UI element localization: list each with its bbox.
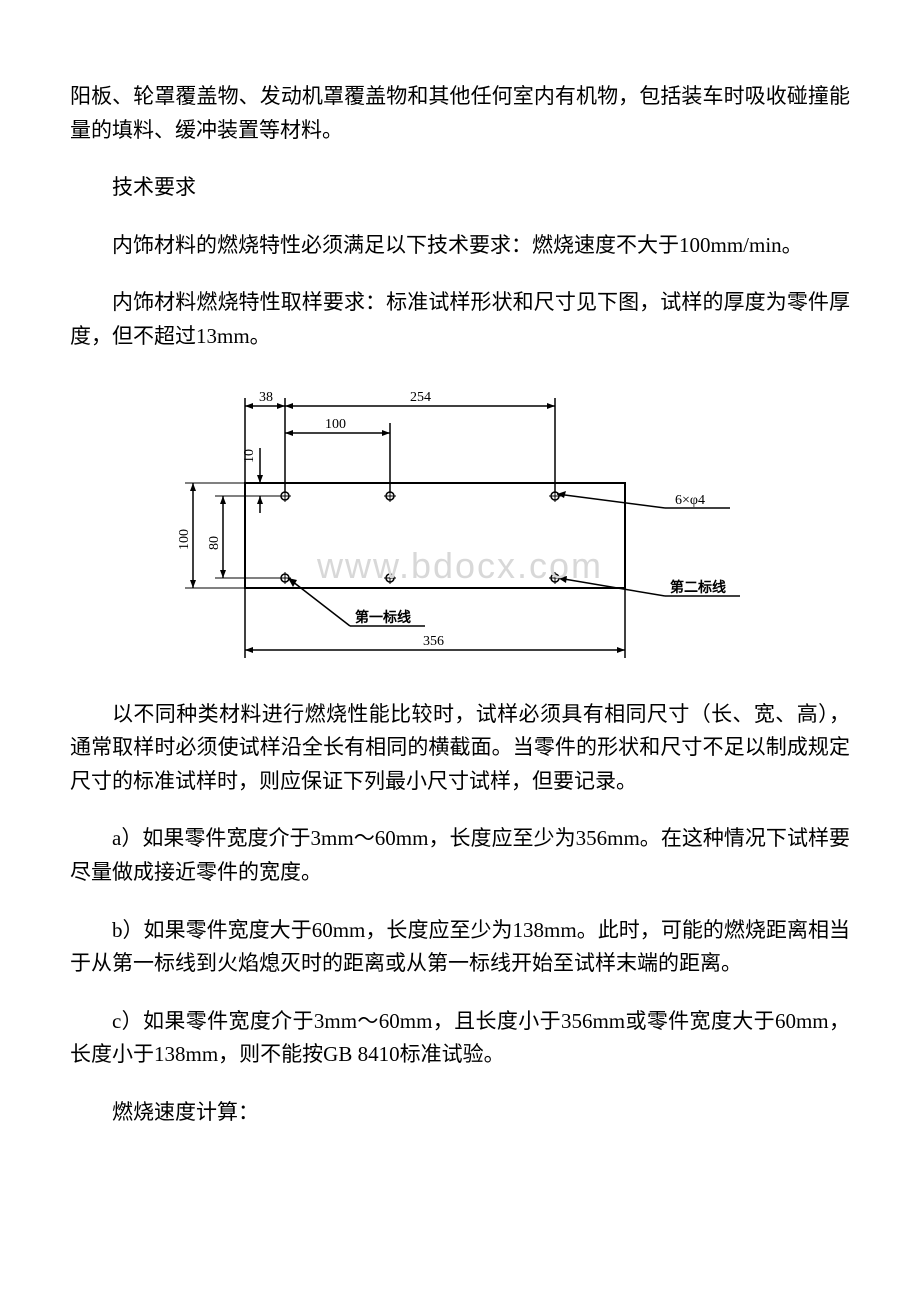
dim-254: 254 xyxy=(410,390,431,405)
dim-10: 10 xyxy=(242,449,257,463)
paragraph-6: a）如果零件宽度介于3mm～60mm，长度应至少为356mm。在这种情况下试样要… xyxy=(70,822,850,889)
paragraph-2: 技术要求 xyxy=(70,171,850,205)
paragraph-4: 内饰材料燃烧特性取样要求：标准试样形状和尺寸见下图，试样的厚度为零件厚度，但不超… xyxy=(70,286,850,353)
specimen-outline xyxy=(245,483,625,588)
specimen-diagram: 38 254 100 10 100 80 xyxy=(70,378,850,668)
dim-100v: 100 xyxy=(177,529,192,550)
line1-label: 第一标线 xyxy=(355,609,411,626)
paragraph-1: 阳板、轮罩覆盖物、发动机罩覆盖物和其他任何室内有机物，包括装车时吸收碰撞能量的填… xyxy=(70,80,850,147)
dim-356: 356 xyxy=(423,634,444,649)
paragraph-5: 以不同种类材料进行燃烧性能比较时，试样必须具有相同尺寸（长、宽、高），通常取样时… xyxy=(70,698,850,799)
hole-spec-label: 6×φ4 xyxy=(675,493,705,508)
paragraph-9: 燃烧速度计算： xyxy=(70,1096,850,1130)
paragraph-8: c）如果零件宽度介于3mm～60mm，且长度小于356mm或零件宽度大于60mm… xyxy=(70,1005,850,1072)
paragraph-7: b）如果零件宽度大于60mm，长度应至少为138mm。此时，可能的燃烧距离相当于… xyxy=(70,914,850,981)
diagram-svg: 38 254 100 10 100 80 xyxy=(165,378,755,668)
paragraph-3: 内饰材料的燃烧特性必须满足以下技术要求：燃烧速度不大于100mm/min。 xyxy=(70,229,850,263)
dim-100h: 100 xyxy=(325,417,346,432)
dim-38: 38 xyxy=(259,390,273,405)
dim-80: 80 xyxy=(207,536,222,550)
line2-label: 第二标线 xyxy=(670,579,726,596)
